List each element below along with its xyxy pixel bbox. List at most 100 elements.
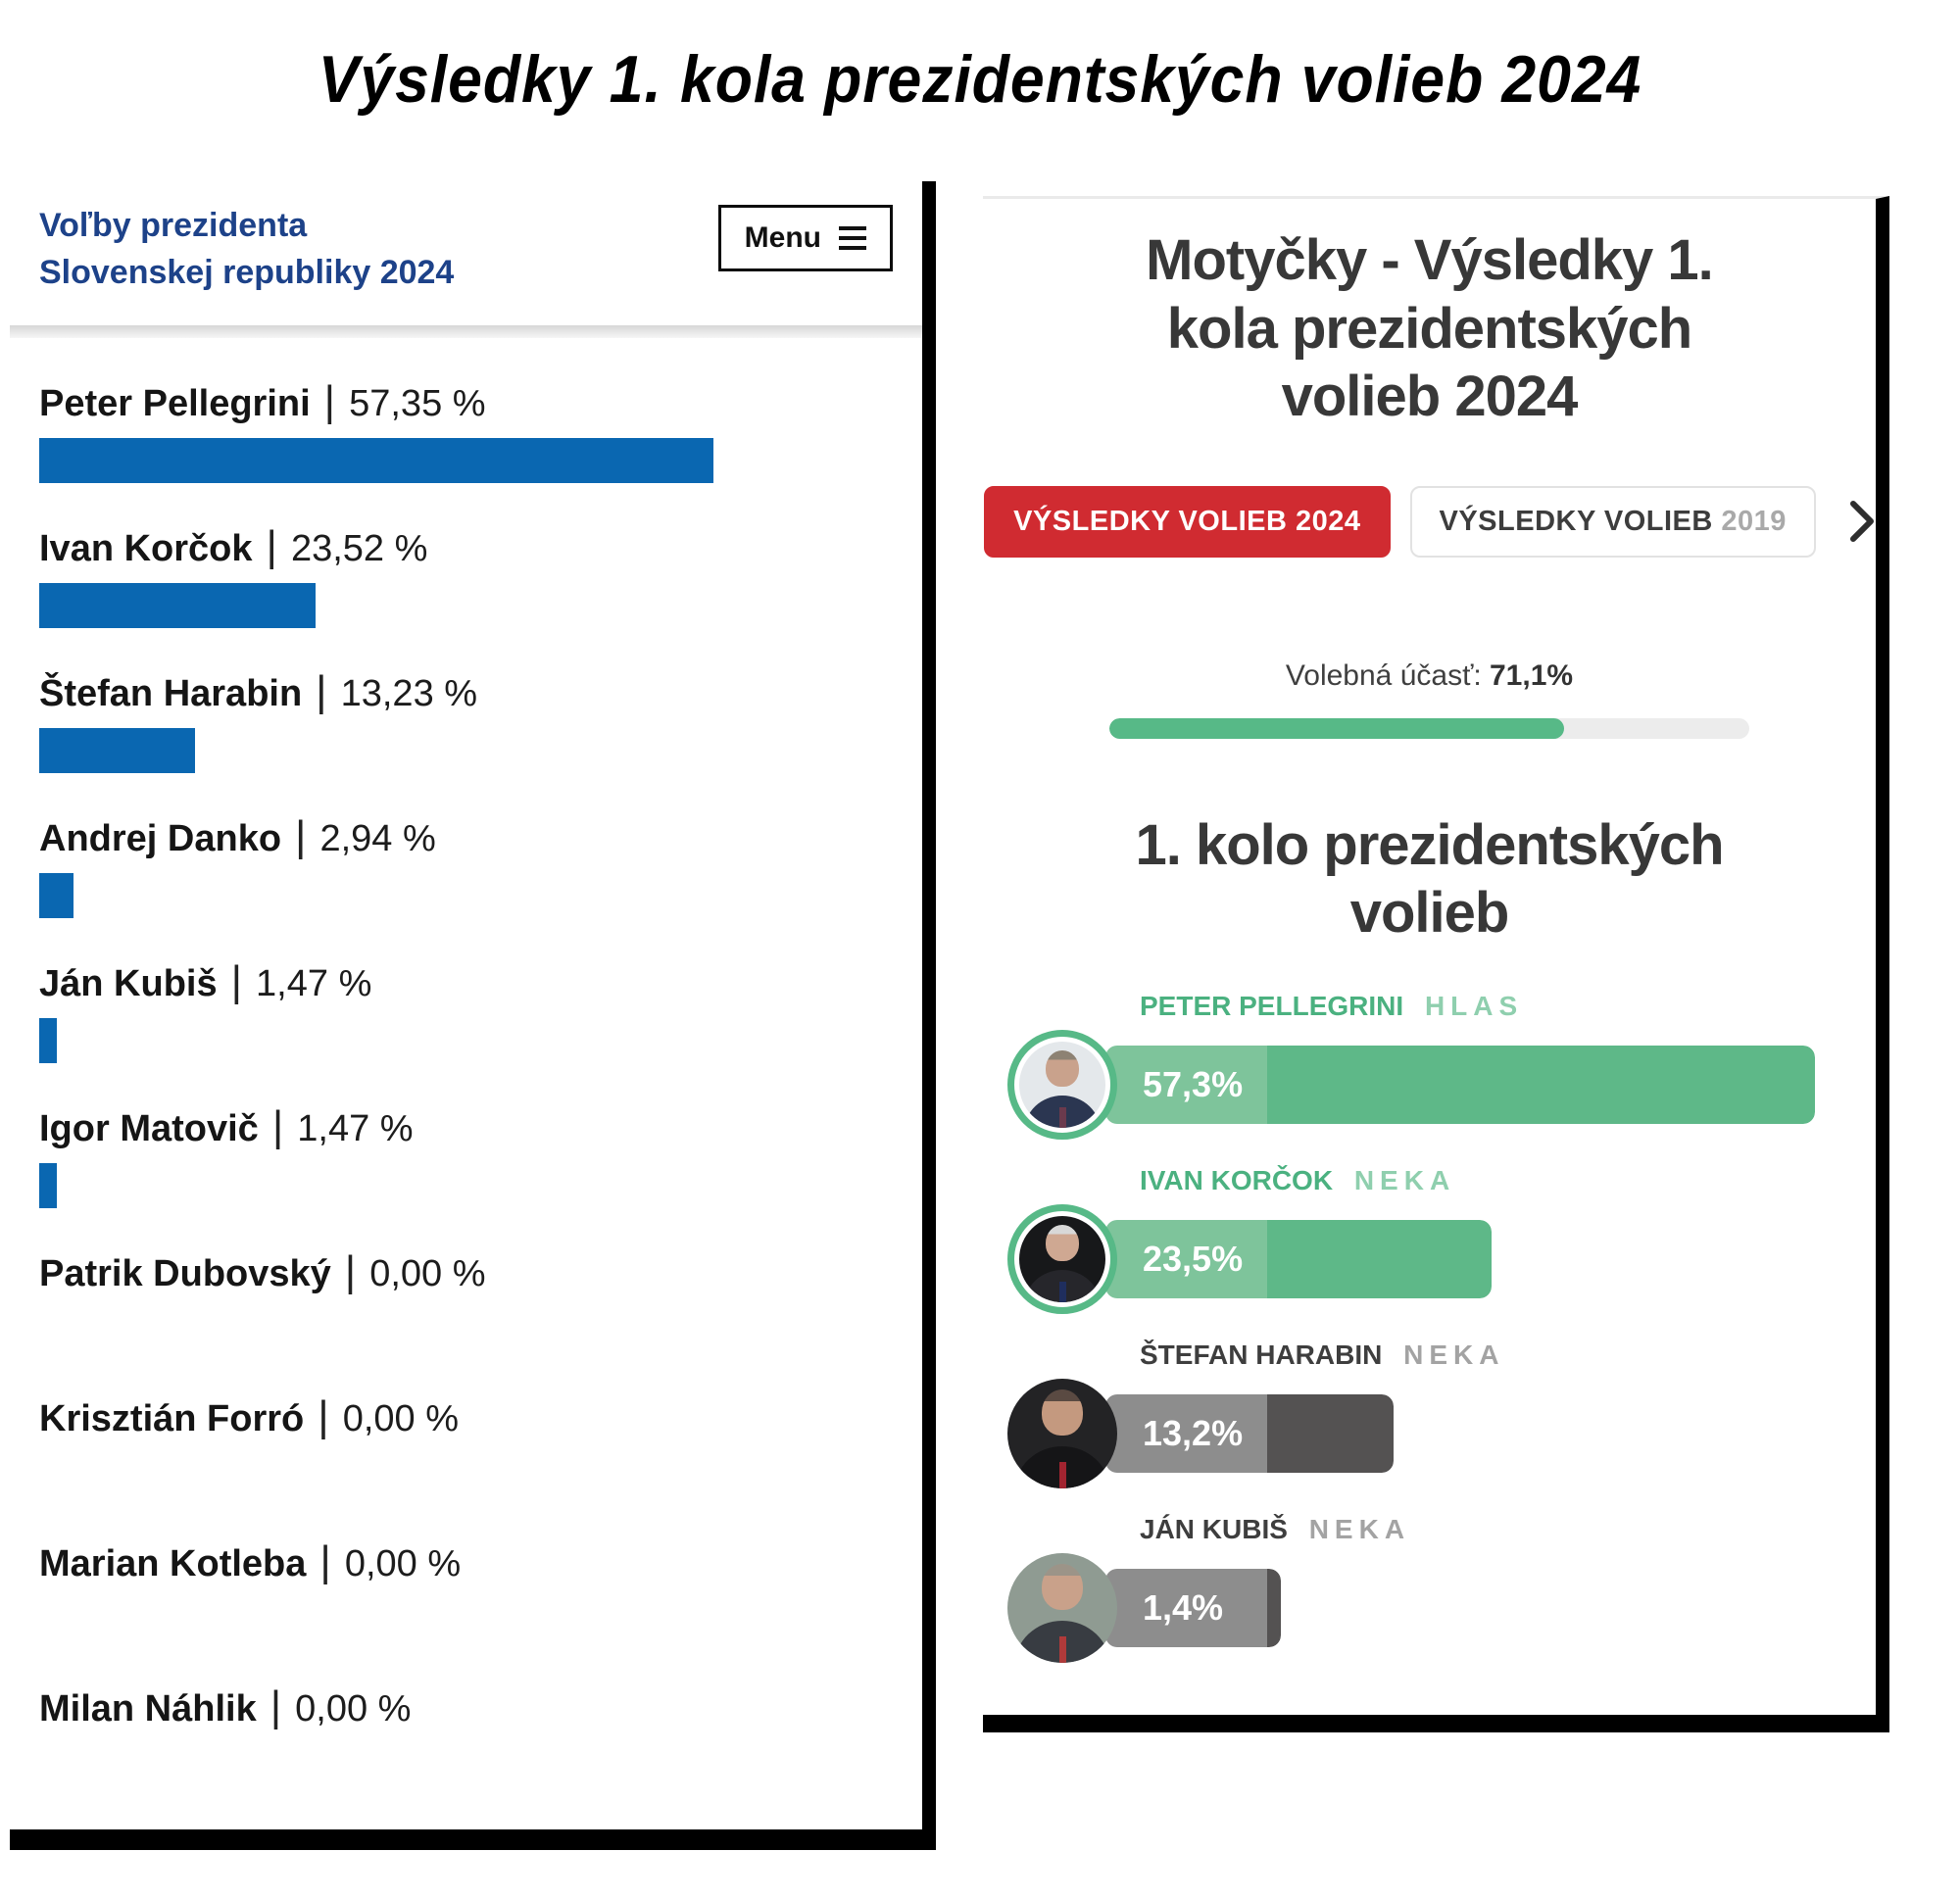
separator: | (266, 522, 277, 571)
tab-label: VÝSLEDKY VOLIEB (1439, 505, 1713, 537)
candidate-percent: 23,5% (1143, 1238, 1244, 1279)
candidate-name: ŠTEFAN HARABIN (1140, 1339, 1383, 1370)
candidate-name-line: Igor Matovič | 1,47 % (39, 1102, 893, 1151)
candidate-percent: 1,47 % (256, 963, 372, 1005)
bar-label-zone: 1,4% (1105, 1568, 1267, 1647)
result-bar: 57,3% (1105, 1045, 1815, 1124)
candidate-bar-area: 13,2% (1007, 1378, 1851, 1488)
result-bar (39, 1163, 57, 1209)
site-title: Voľby prezidenta Slovenskej republiky 20… (39, 203, 454, 296)
result-bar: 23,5% (1105, 1219, 1493, 1298)
turnout-progress-track (1109, 717, 1749, 739)
candidate-percent: 1,4% (1143, 1586, 1224, 1628)
candidate-name: Milan Náhlik (39, 1688, 257, 1730)
separator: | (318, 1392, 329, 1441)
candidate-name: Marian Kotleba (39, 1543, 307, 1585)
tab-vysledky-volieb-2024[interactable]: VÝSLEDKY VOLIEB 2024 (984, 485, 1391, 558)
candidate-name-line: Marian Kotleba | 0,00 % (39, 1537, 893, 1586)
candidate-name-line: Ján Kubiš | 1,47 % (39, 957, 893, 1006)
candidate-row: Ivan Korčok | 23,52 % (39, 522, 893, 629)
candidate-label-line: IVAN KORČOK NEKA (1140, 1165, 1851, 1196)
photo-ivan-korcok (1007, 1203, 1117, 1314)
candidate-percent: 1,47 % (297, 1108, 414, 1150)
portrait-illustration (1007, 1378, 1117, 1488)
tie-detail (1059, 1106, 1066, 1128)
separator: | (323, 377, 336, 426)
photo-peter-pellegrini (1007, 1029, 1117, 1140)
result-bar (39, 583, 317, 629)
separator: | (344, 1247, 357, 1296)
candidate-percent: 57,3% (1143, 1063, 1244, 1104)
site-title-line2: Slovenskej republiky 2024 (39, 253, 455, 291)
page-title: Výsledky 1. kola prezidentských volieb 2… (318, 42, 1642, 117)
candidate-percent: 2,94 % (319, 818, 436, 860)
candidate-percent: 0,00 % (295, 1688, 412, 1730)
candidate-row: Ján Kubiš | 1,47 % (39, 957, 893, 1064)
article-title-line1: Motyčky - Výsledky 1. (1146, 228, 1714, 292)
menu-button[interactable]: Menu (717, 205, 893, 271)
chevron-right-icon[interactable] (1849, 500, 1875, 543)
candidate-percent: 23,52 % (290, 528, 428, 570)
candidate-party: HLAS (1424, 990, 1524, 1021)
candidate-label-line: JÁN KUBIŠ NEKA (1140, 1514, 1851, 1545)
candidate-bar-area: 23,5% (1007, 1203, 1851, 1314)
result-bar (39, 438, 714, 484)
menu-button-label: Menu (744, 221, 821, 254)
section-heading-line1: 1. kolo prezidentských (1135, 812, 1724, 877)
candidate-name: Patrik Dubovský (39, 1253, 331, 1295)
candidate-row: Štefan Harabin | 13,23 % (39, 667, 893, 774)
tab-vysledky-volieb-2019[interactable]: VÝSLEDKY VOLIEB 2019 (1409, 485, 1816, 558)
bar-fill (1267, 1219, 1493, 1298)
candidate-name: Ivan Korčok (39, 528, 253, 570)
candidate-bar-area: 57,3% (1007, 1029, 1851, 1140)
right-results-panel: Motyčky - Výsledky 1. kola prezidentskýc… (983, 196, 1889, 1732)
candidate-row: ŠTEFAN HARABIN NEKA 13,2% (1007, 1340, 1851, 1488)
turnout-progress-fill (1109, 717, 1565, 739)
candidate-row: Peter Pellegrini | 57,35 % (39, 377, 893, 484)
candidate-party: NEKA (1353, 1164, 1456, 1195)
article-title-line2: kola prezidentských (1166, 296, 1692, 361)
candidate-row: Patrik Dubovský | 0,00 % (39, 1247, 893, 1353)
candidate-name-line: Patrik Dubovský | 0,00 % (39, 1247, 893, 1296)
candidate-bar-area: 1,4% (1007, 1552, 1851, 1663)
candidate-percent: 57,35 % (349, 383, 486, 425)
candidate-name: JÁN KUBIŠ (1140, 1513, 1288, 1544)
section-heading-line2: volieb (1349, 881, 1510, 946)
candidate-row: Krisztián Forró | 0,00 % (39, 1392, 893, 1498)
article-title: Motyčky - Výsledky 1. kola prezidentskýc… (1007, 226, 1851, 431)
tab-year: 2019 (1721, 505, 1787, 537)
tie-detail (1059, 1281, 1066, 1302)
result-bar (39, 1018, 57, 1064)
bar-label-zone: 57,3% (1105, 1045, 1267, 1124)
candidate-percent: 0,00 % (342, 1398, 459, 1440)
candidate-name-line: Milan Náhlik | 0,00 % (39, 1682, 893, 1731)
separator: | (270, 1682, 282, 1731)
turnout-value: 71,1% (1490, 658, 1574, 692)
result-bar (39, 873, 74, 919)
separator: | (316, 667, 327, 716)
separator: | (295, 812, 307, 861)
tie-detail (1058, 1462, 1067, 1488)
candidate-row: Marian Kotleba | 0,00 % (39, 1537, 893, 1643)
portrait-illustration (1019, 1215, 1105, 1302)
candidate-party: NEKA (1308, 1513, 1411, 1544)
candidate-name: Peter Pellegrini (39, 383, 311, 425)
section-heading: 1. kolo prezidentských volieb (1007, 811, 1851, 948)
bar-label-zone: 23,5% (1105, 1219, 1267, 1298)
turnout-label: Volebná účasť: (1285, 658, 1482, 692)
candidate-name-line: Krisztián Forró | 0,00 % (39, 1392, 893, 1441)
candidate-name: Ján Kubiš (39, 963, 218, 1005)
result-bar: 1,4% (1105, 1568, 1281, 1647)
photo-jan-kubis (1007, 1552, 1117, 1663)
candidate-name-line: Štefan Harabin | 13,23 % (39, 667, 893, 716)
left-panel-header: Voľby prezidenta Slovenskej republiky 20… (39, 203, 893, 296)
candidate-name: Štefan Harabin (39, 673, 303, 715)
candidate-row: IVAN KORČOK NEKA 23,5% (1007, 1165, 1851, 1314)
candidate-name: Krisztián Forró (39, 1398, 305, 1440)
candidate-percent: 13,23 % (340, 673, 478, 715)
candidate-name: Andrej Danko (39, 818, 282, 860)
candidate-row: Igor Matovič | 1,47 % (39, 1102, 893, 1209)
candidate-name-line: Peter Pellegrini | 57,35 % (39, 377, 893, 426)
tie-detail (1058, 1636, 1067, 1663)
hamburger-icon (839, 226, 866, 250)
